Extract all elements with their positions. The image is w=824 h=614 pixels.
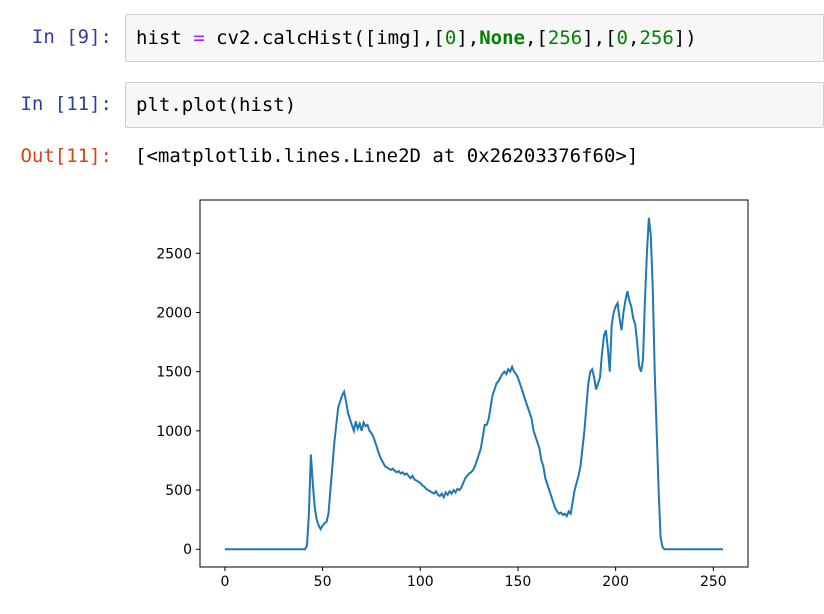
code-token: ,[ xyxy=(524,27,548,49)
code-cell[interactable]: hist = cv2.calcHist([img],[0], None ,[256]… xyxy=(125,14,824,62)
code-cell[interactable]: plt.plot(hist) xyxy=(125,82,824,128)
y-tick-label: 1000 xyxy=(156,424,192,440)
output-text: [<matplotlib.lines.Line2D at 0x26203376f… xyxy=(135,145,639,167)
code-token: cv2.calcHist([img],[ xyxy=(204,27,445,49)
x-tick-label: 250 xyxy=(700,574,727,590)
code-token: ], xyxy=(456,27,480,49)
y-tick-label: 1500 xyxy=(156,365,192,381)
x-tick-label: 100 xyxy=(407,574,434,590)
code-token: 0 xyxy=(616,27,628,49)
code-token: ],[ xyxy=(582,27,617,49)
axes-frame xyxy=(199,199,749,568)
code-token: 256 xyxy=(547,27,583,49)
code-token: = xyxy=(193,27,205,49)
code-token: , xyxy=(627,27,640,49)
code-token: None xyxy=(479,27,525,49)
x-tick-label: 150 xyxy=(505,574,532,590)
code-token: ]) xyxy=(673,27,697,49)
code-token: 256 xyxy=(639,27,674,49)
y-tick-label: 500 xyxy=(165,483,192,499)
y-tick-label: 2000 xyxy=(156,305,192,321)
output-prompt: Out[11]: xyxy=(20,145,112,167)
input-prompt: In [11]: xyxy=(20,93,112,115)
y-tick-label: 2500 xyxy=(156,246,192,262)
x-tick-label: 200 xyxy=(602,574,629,590)
x-tick-label: 50 xyxy=(314,574,332,590)
code-token: hist xyxy=(136,27,194,49)
code-token: 0 xyxy=(444,27,457,49)
code-token: plt.plot(hist) xyxy=(136,94,297,116)
y-tick-label: 0 xyxy=(183,542,192,558)
input-prompt: In [9]: xyxy=(31,26,112,48)
x-tick-label: 0 xyxy=(220,574,229,590)
line xyxy=(224,217,724,551)
